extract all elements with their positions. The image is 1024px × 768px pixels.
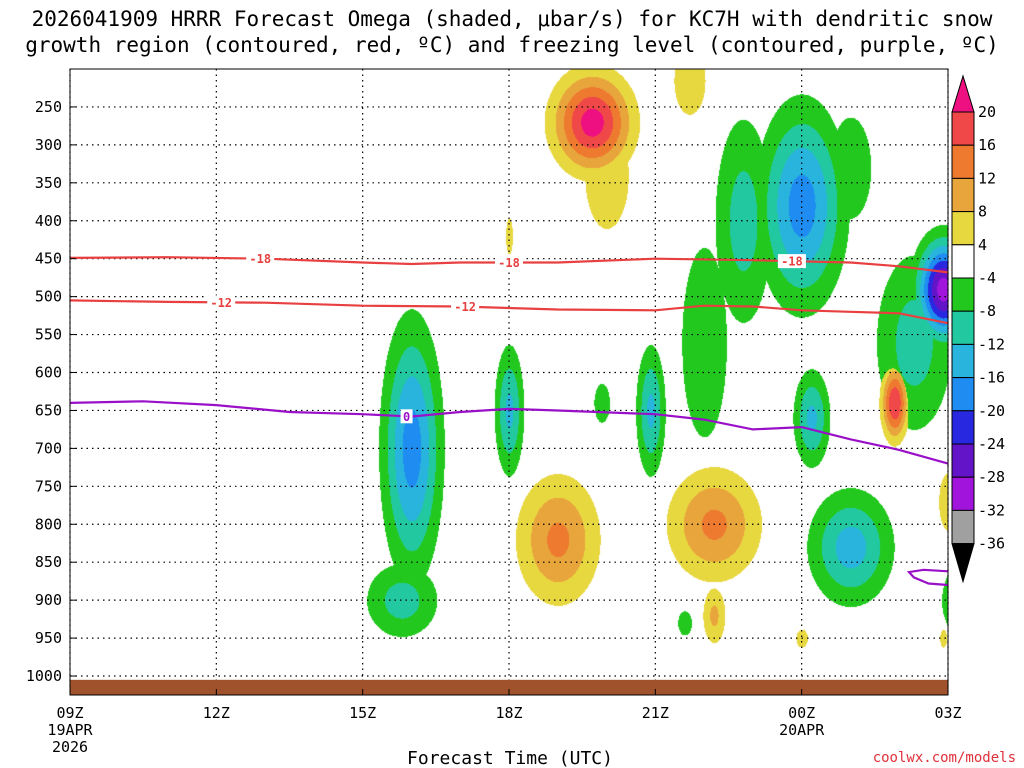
colorbar-arrow-bottom: [951, 543, 975, 584]
y-tick-label-350: 350: [35, 174, 62, 192]
x-tick-label-2: 15Z: [349, 704, 376, 722]
dgz-minus-12-line: [69, 299, 949, 325]
colorbar-label-7: -12: [978, 335, 1005, 353]
dgz-minus-18-label-bg-0: [246, 251, 275, 266]
y-tick-label-400: 400: [35, 212, 62, 230]
colorbar-bin-4: [951, 211, 975, 246]
colorbar-bin-5: [951, 244, 975, 279]
colorbar-label-8: -16: [978, 369, 1005, 387]
x-tick-date-5: 20APR: [779, 721, 825, 739]
dgz-minus-12-label-1: -12: [454, 300, 476, 314]
colorbar-label-5: -4: [978, 269, 996, 287]
colorbar-bin-10: [951, 410, 975, 445]
x-tick-label-0: 09Z: [56, 704, 83, 722]
colorbar-bin-7: [951, 310, 975, 345]
colorbar-label-12: -32: [978, 501, 1005, 519]
colorbar-bin-11: [951, 443, 975, 478]
chart-title-line2: growth region (contoured, red, ºC) and f…: [25, 33, 999, 57]
y-tick-label-250: 250: [35, 98, 62, 116]
x-axis-label: Forecast Time (UTC): [407, 748, 613, 768]
colorbar-bin-6: [951, 277, 975, 312]
x-tick-label-4: 21Z: [642, 704, 669, 722]
dgz-minus-18-label-2: -18: [781, 255, 803, 269]
x-tick-label-6: 03Z: [934, 704, 961, 722]
colorbar: 20 16 12 8 4 -4 -8 -12 -16 -20 -24 -28 -32 -36: [951, 74, 1005, 584]
terrain-layer: [70, 679, 948, 695]
colorbar-bin-13: [951, 509, 975, 545]
colorbar-label-4: 4: [978, 236, 987, 254]
credit-text: coolwx.com/models: [873, 750, 1016, 766]
dgz-minus-12-label-bg-1: [451, 299, 480, 314]
y-axis-ticks: 250 300 350 400 450 500 550 600 650 700 750 800 850 9…: [26, 98, 76, 685]
dgz-minus-18-label-1: -18: [498, 256, 520, 270]
colorbar-label-11: -28: [978, 468, 1005, 486]
y-tick-label-500: 500: [35, 288, 62, 306]
y-tick-label-300: 300: [35, 136, 62, 154]
x-tick-label-5: 00Z: [788, 704, 815, 722]
colorbar-bin-3: [951, 177, 975, 213]
omega-shading: [70, 69, 948, 695]
x-tick-date-0: 19APR: [47, 721, 93, 739]
colorbar-bin-1: [951, 111, 975, 146]
dgz-minus-18-label-0: -18: [249, 252, 271, 266]
y-tick-label-800: 800: [35, 515, 62, 533]
freezing-level-0-label-0: 0: [403, 410, 410, 424]
dgz-minus-12-label-0: -12: [210, 296, 232, 310]
y-tick-label-850: 850: [35, 553, 62, 571]
y-tick-label-450: 450: [35, 250, 62, 268]
colorbar-label-6: -8: [978, 302, 996, 320]
dgz-minus-18-label-bg-2: [777, 254, 806, 269]
y-tick-label-700: 700: [35, 439, 62, 457]
x-tick-year-0: 2026: [52, 738, 88, 756]
terrain-bar: [70, 679, 948, 695]
x-tick-label-3: 18Z: [495, 704, 522, 722]
dgz-minus-12-label-bg-0: [207, 295, 236, 310]
y-tick-label-550: 550: [35, 326, 62, 344]
colorbar-bin-12: [951, 476, 975, 511]
colorbar-label-10: -24: [978, 435, 1005, 453]
colorbar-label-9: -20: [978, 402, 1005, 420]
y-tick-label-950: 950: [35, 629, 62, 647]
colorbar-arrow-top: [951, 74, 975, 113]
colorbar-label-3: 8: [978, 203, 987, 221]
dgz-minus-18-label-bg-1: [495, 255, 523, 270]
y-tick-label-600: 600: [35, 364, 62, 382]
colorbar-label-2: 12: [978, 169, 996, 187]
y-tick-label-900: 900: [35, 591, 62, 609]
freezing-level-0-label-bg-0: [400, 409, 413, 424]
y-tick-label-1000: 1000: [26, 667, 62, 685]
freezing-level-0-line: [69, 400, 949, 465]
x-tick-label-1: 12Z: [203, 704, 230, 722]
colorbar-label-0: 20: [978, 103, 996, 121]
colorbar-label-13: -36: [978, 535, 1005, 553]
colorbar-label-1: 16: [978, 136, 996, 154]
y-tick-label-650: 650: [35, 401, 62, 419]
colorbar-bin-2: [951, 144, 975, 179]
temperature-contours: -18 -18 -18 -12 -12 0: [69, 251, 949, 587]
freezing-level-low-line: [906, 568, 949, 587]
colorbar-bin-9: [951, 377, 975, 412]
colorbar-bin-8: [951, 343, 975, 379]
chart-title-line1: 2026041909 HRRR Forecast Omega (shaded, …: [32, 7, 993, 31]
y-tick-label-750: 750: [35, 477, 62, 495]
